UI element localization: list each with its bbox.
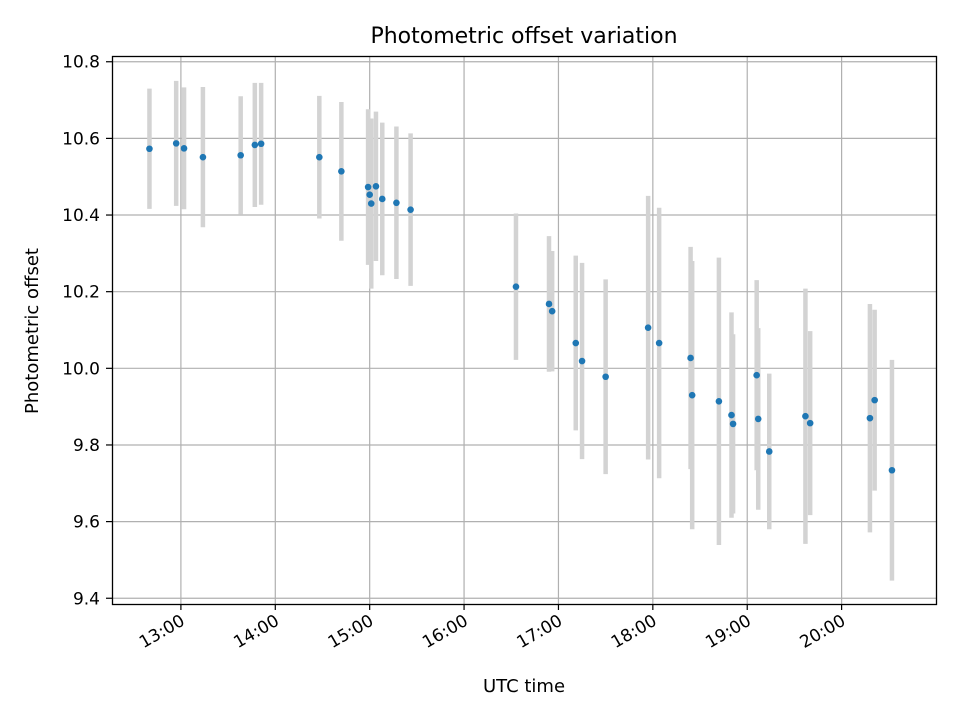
data-point [688, 391, 696, 399]
grid-lines [112, 56, 936, 604]
data-point [180, 145, 188, 152]
data-point [715, 397, 723, 405]
x-tick-label: 13:00 [136, 611, 188, 653]
data-point [237, 151, 244, 159]
y-tick-label: 9.6 [73, 513, 100, 533]
data-point [378, 195, 386, 203]
data-point [338, 168, 345, 175]
data-point [765, 448, 773, 455]
x-tick-label: 18:00 [608, 611, 660, 653]
data-point [644, 324, 652, 332]
y-tick-label: 10.6 [62, 129, 100, 149]
data-point [655, 339, 663, 347]
x-axis-label: UTC time [483, 676, 565, 697]
data-point [687, 354, 694, 362]
error-bars [147, 80, 895, 581]
data-point [366, 191, 373, 199]
y-tick-label: 10.8 [62, 53, 100, 73]
data-point [888, 466, 896, 474]
x-axis-ticks: 13:00 14:00 15:00 16:00 17:00 18:00 19:00 20:00 [136, 604, 849, 653]
data-point [548, 307, 556, 315]
y-tick-label: 9.4 [73, 589, 100, 609]
data-point [602, 373, 609, 381]
data-point [393, 199, 400, 207]
y-tick-label: 10.2 [62, 283, 100, 303]
x-tick-label: 20:00 [797, 611, 849, 653]
data-point [364, 183, 372, 191]
data-point [753, 371, 760, 379]
data-point [172, 140, 180, 147]
plot-frame [111, 55, 938, 606]
x-tick-label: 17:00 [514, 611, 566, 653]
data-point [866, 414, 874, 422]
data-point [367, 200, 375, 207]
x-tick-label: 14:00 [230, 611, 282, 653]
data-point [572, 339, 580, 347]
chart-title: Photometric offset variation [370, 24, 677, 49]
data-point [512, 283, 520, 290]
data-points [146, 140, 896, 474]
data-point [146, 145, 153, 153]
y-tick-label: 9.8 [73, 436, 100, 456]
data-point [316, 153, 323, 161]
data-point [199, 153, 207, 161]
data-point [806, 419, 814, 427]
data-point [251, 141, 259, 149]
x-tick-label: 16:00 [419, 611, 471, 653]
y-axis-label: Photometric offset [22, 248, 43, 414]
y-tick-label: 10.0 [62, 359, 100, 379]
data-point [545, 300, 553, 308]
data-point [372, 182, 380, 190]
data-point [578, 357, 586, 365]
data-point [729, 420, 737, 428]
data-point [728, 411, 735, 419]
data-point [754, 415, 762, 423]
y-axis-ticks: 9.4 9.6 9.8 10.0 10.2 10.4 10.6 10.8 [62, 53, 112, 609]
data-point [407, 206, 414, 213]
data-point [257, 140, 265, 148]
data-point [802, 412, 809, 420]
data-point [871, 396, 878, 404]
y-tick-label: 10.4 [62, 206, 100, 226]
x-tick-label: 15:00 [325, 611, 377, 653]
x-tick-label: 19:00 [702, 611, 754, 653]
